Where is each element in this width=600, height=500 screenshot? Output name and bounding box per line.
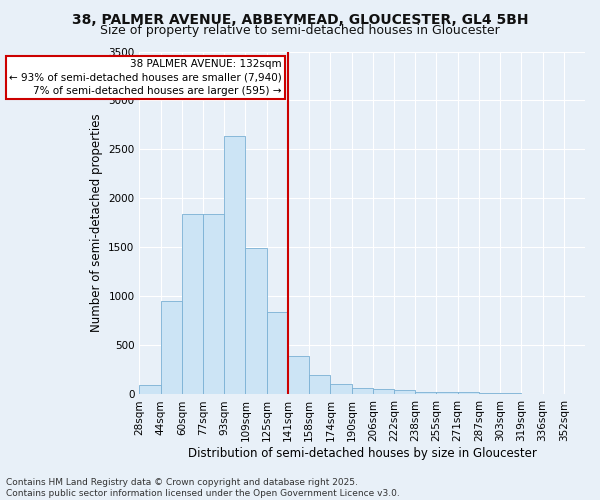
Text: Size of property relative to semi-detached houses in Gloucester: Size of property relative to semi-detach… (100, 24, 500, 37)
Bar (224, 136, 245, 394)
Text: 38, PALMER AVENUE, ABBEYMEAD, GLOUCESTER, GL4 5BH: 38, PALMER AVENUE, ABBEYMEAD, GLOUCESTER… (72, 12, 528, 26)
Bar (458, 392, 479, 394)
X-axis label: Distribution of semi-detached houses by size in Gloucester: Distribution of semi-detached houses by … (188, 447, 536, 460)
Y-axis label: Number of semi-detached properties: Number of semi-detached properties (90, 114, 103, 332)
Bar (436, 392, 458, 394)
Bar (331, 384, 352, 394)
Bar (245, 248, 267, 394)
Bar (309, 375, 331, 394)
Bar (288, 356, 309, 395)
Bar (373, 389, 394, 394)
Bar (139, 384, 161, 394)
Bar (161, 302, 182, 394)
Bar (267, 312, 288, 394)
Bar (203, 214, 224, 394)
Text: 38 PALMER AVENUE: 132sqm
← 93% of semi-detached houses are smaller (7,940)
7% of: 38 PALMER AVENUE: 132sqm ← 93% of semi-d… (9, 60, 281, 96)
Bar (352, 388, 373, 394)
Bar (479, 393, 500, 394)
Bar (182, 214, 203, 394)
Bar (394, 390, 415, 394)
Text: Contains HM Land Registry data © Crown copyright and database right 2025.
Contai: Contains HM Land Registry data © Crown c… (6, 478, 400, 498)
Bar (415, 392, 436, 394)
